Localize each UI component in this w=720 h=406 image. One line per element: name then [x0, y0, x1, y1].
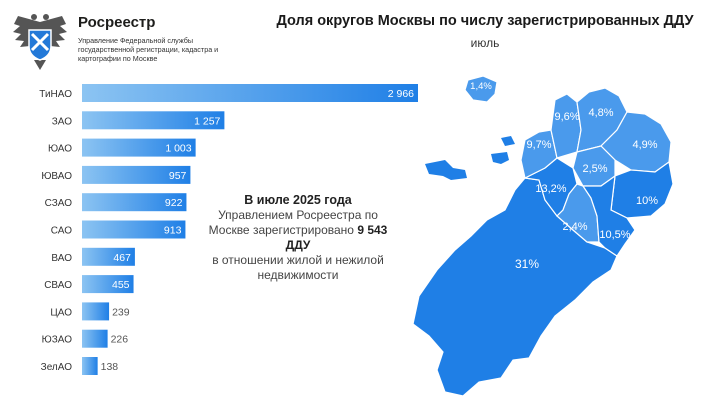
info-line2: Управлением Росреестра по Москве зарегис…	[208, 208, 388, 253]
bar-2	[82, 138, 196, 157]
map-region-uao	[581, 174, 636, 257]
bar-category-label: ЗелАО	[41, 362, 73, 373]
bar-category-label: ЦАО	[50, 307, 72, 318]
map-share-label: 2,4%	[562, 221, 587, 233]
bar-value-label: 455	[112, 279, 130, 291]
info-text: В июле 2025 года Управлением Росреестра …	[208, 193, 388, 283]
bar-category-label: ЮАО	[48, 144, 72, 155]
bar-6	[82, 247, 135, 266]
map-region-west-part-2	[491, 152, 509, 164]
bar-5	[82, 220, 186, 239]
bar-7	[82, 275, 134, 294]
bar-value-label: 922	[165, 197, 183, 209]
bar-value-label: 138	[101, 361, 119, 373]
map-share-label: 9,7%	[526, 139, 551, 151]
bar-category-label: САО	[51, 226, 72, 237]
eagle-emblem-icon	[13, 14, 67, 70]
map-share-label: 2,5%	[582, 163, 607, 175]
bar-4	[82, 193, 187, 212]
info-line3: в отношении жилой и нежилой недвижимости	[212, 253, 384, 282]
bar-3	[82, 165, 191, 184]
map-region-sao	[550, 93, 582, 159]
bar-category-label: ЮЗАО	[42, 335, 73, 346]
chart-subtitle: июль	[470, 36, 500, 50]
map-share-label: 4,8%	[588, 107, 613, 119]
map-share-label: 10,5%	[599, 229, 630, 241]
moscow-map: 1,4% 9,6% 4,8% 9,7% 4,9% 2,5% 13,2% 10% 2,4% 10,5…	[412, 75, 674, 397]
bar-value-label: 467	[113, 252, 131, 264]
map-share-label: 9,6%	[554, 111, 579, 123]
bar-9	[82, 329, 108, 348]
bar-chart: ТиНАО 2 966 ЗАО 1 257 ЮАО 1 003 ЮВАО 957 СЗАО 922…	[39, 84, 418, 375]
bar-value-label: 957	[169, 170, 187, 182]
bar-category-label: ВАО	[51, 253, 72, 264]
org-subtitle: Управление Федеральной службы государств…	[78, 36, 219, 63]
chart-title: Доля округов Москвы по числу зарегистрир…	[276, 13, 694, 29]
map-region-west-part-3	[501, 136, 515, 146]
bar-1	[82, 111, 225, 130]
map-share-label: 10%	[636, 195, 658, 207]
map-region-uvao	[610, 160, 674, 219]
bar-10	[82, 357, 98, 375]
bar-category-label: СВАО	[44, 280, 72, 291]
bar-8	[82, 302, 110, 321]
map-region-west-part-1	[425, 160, 467, 180]
bar-category-label: СЗАО	[45, 198, 73, 209]
bar-value-label: 226	[111, 334, 129, 346]
map-share-label: 4,9%	[632, 139, 657, 151]
info-highlight: 9 543 ДДУ	[285, 223, 388, 252]
info-line2-text: Управлением Росреестра по Москве зарегис…	[208, 208, 378, 237]
info-line1: В июле 2025 года	[244, 193, 352, 207]
bar-value-label: 1 257	[194, 115, 220, 127]
org-name: Росреестр	[78, 14, 156, 31]
bar-value-label: 2 966	[388, 88, 414, 100]
bar-category-label: ЗАО	[52, 116, 72, 127]
bar-category-label: ТиНАО	[39, 89, 72, 100]
map-region-zelao	[464, 75, 498, 103]
bar-category-label: ЮВАО	[41, 171, 72, 182]
rosreestr-logo: Росреестр Управление Федеральной службы …	[8, 8, 248, 78]
bar-0	[82, 84, 418, 102]
map-region-szao	[520, 129, 558, 179]
bar-value-label: 239	[112, 306, 130, 318]
map-share-label: 13,2%	[535, 183, 566, 195]
map-share-label: 31%	[515, 257, 539, 271]
bar-value-label: 913	[164, 225, 182, 237]
bar-value-label: 1 003	[165, 143, 191, 155]
map-share-label: 1,4%	[470, 81, 492, 92]
